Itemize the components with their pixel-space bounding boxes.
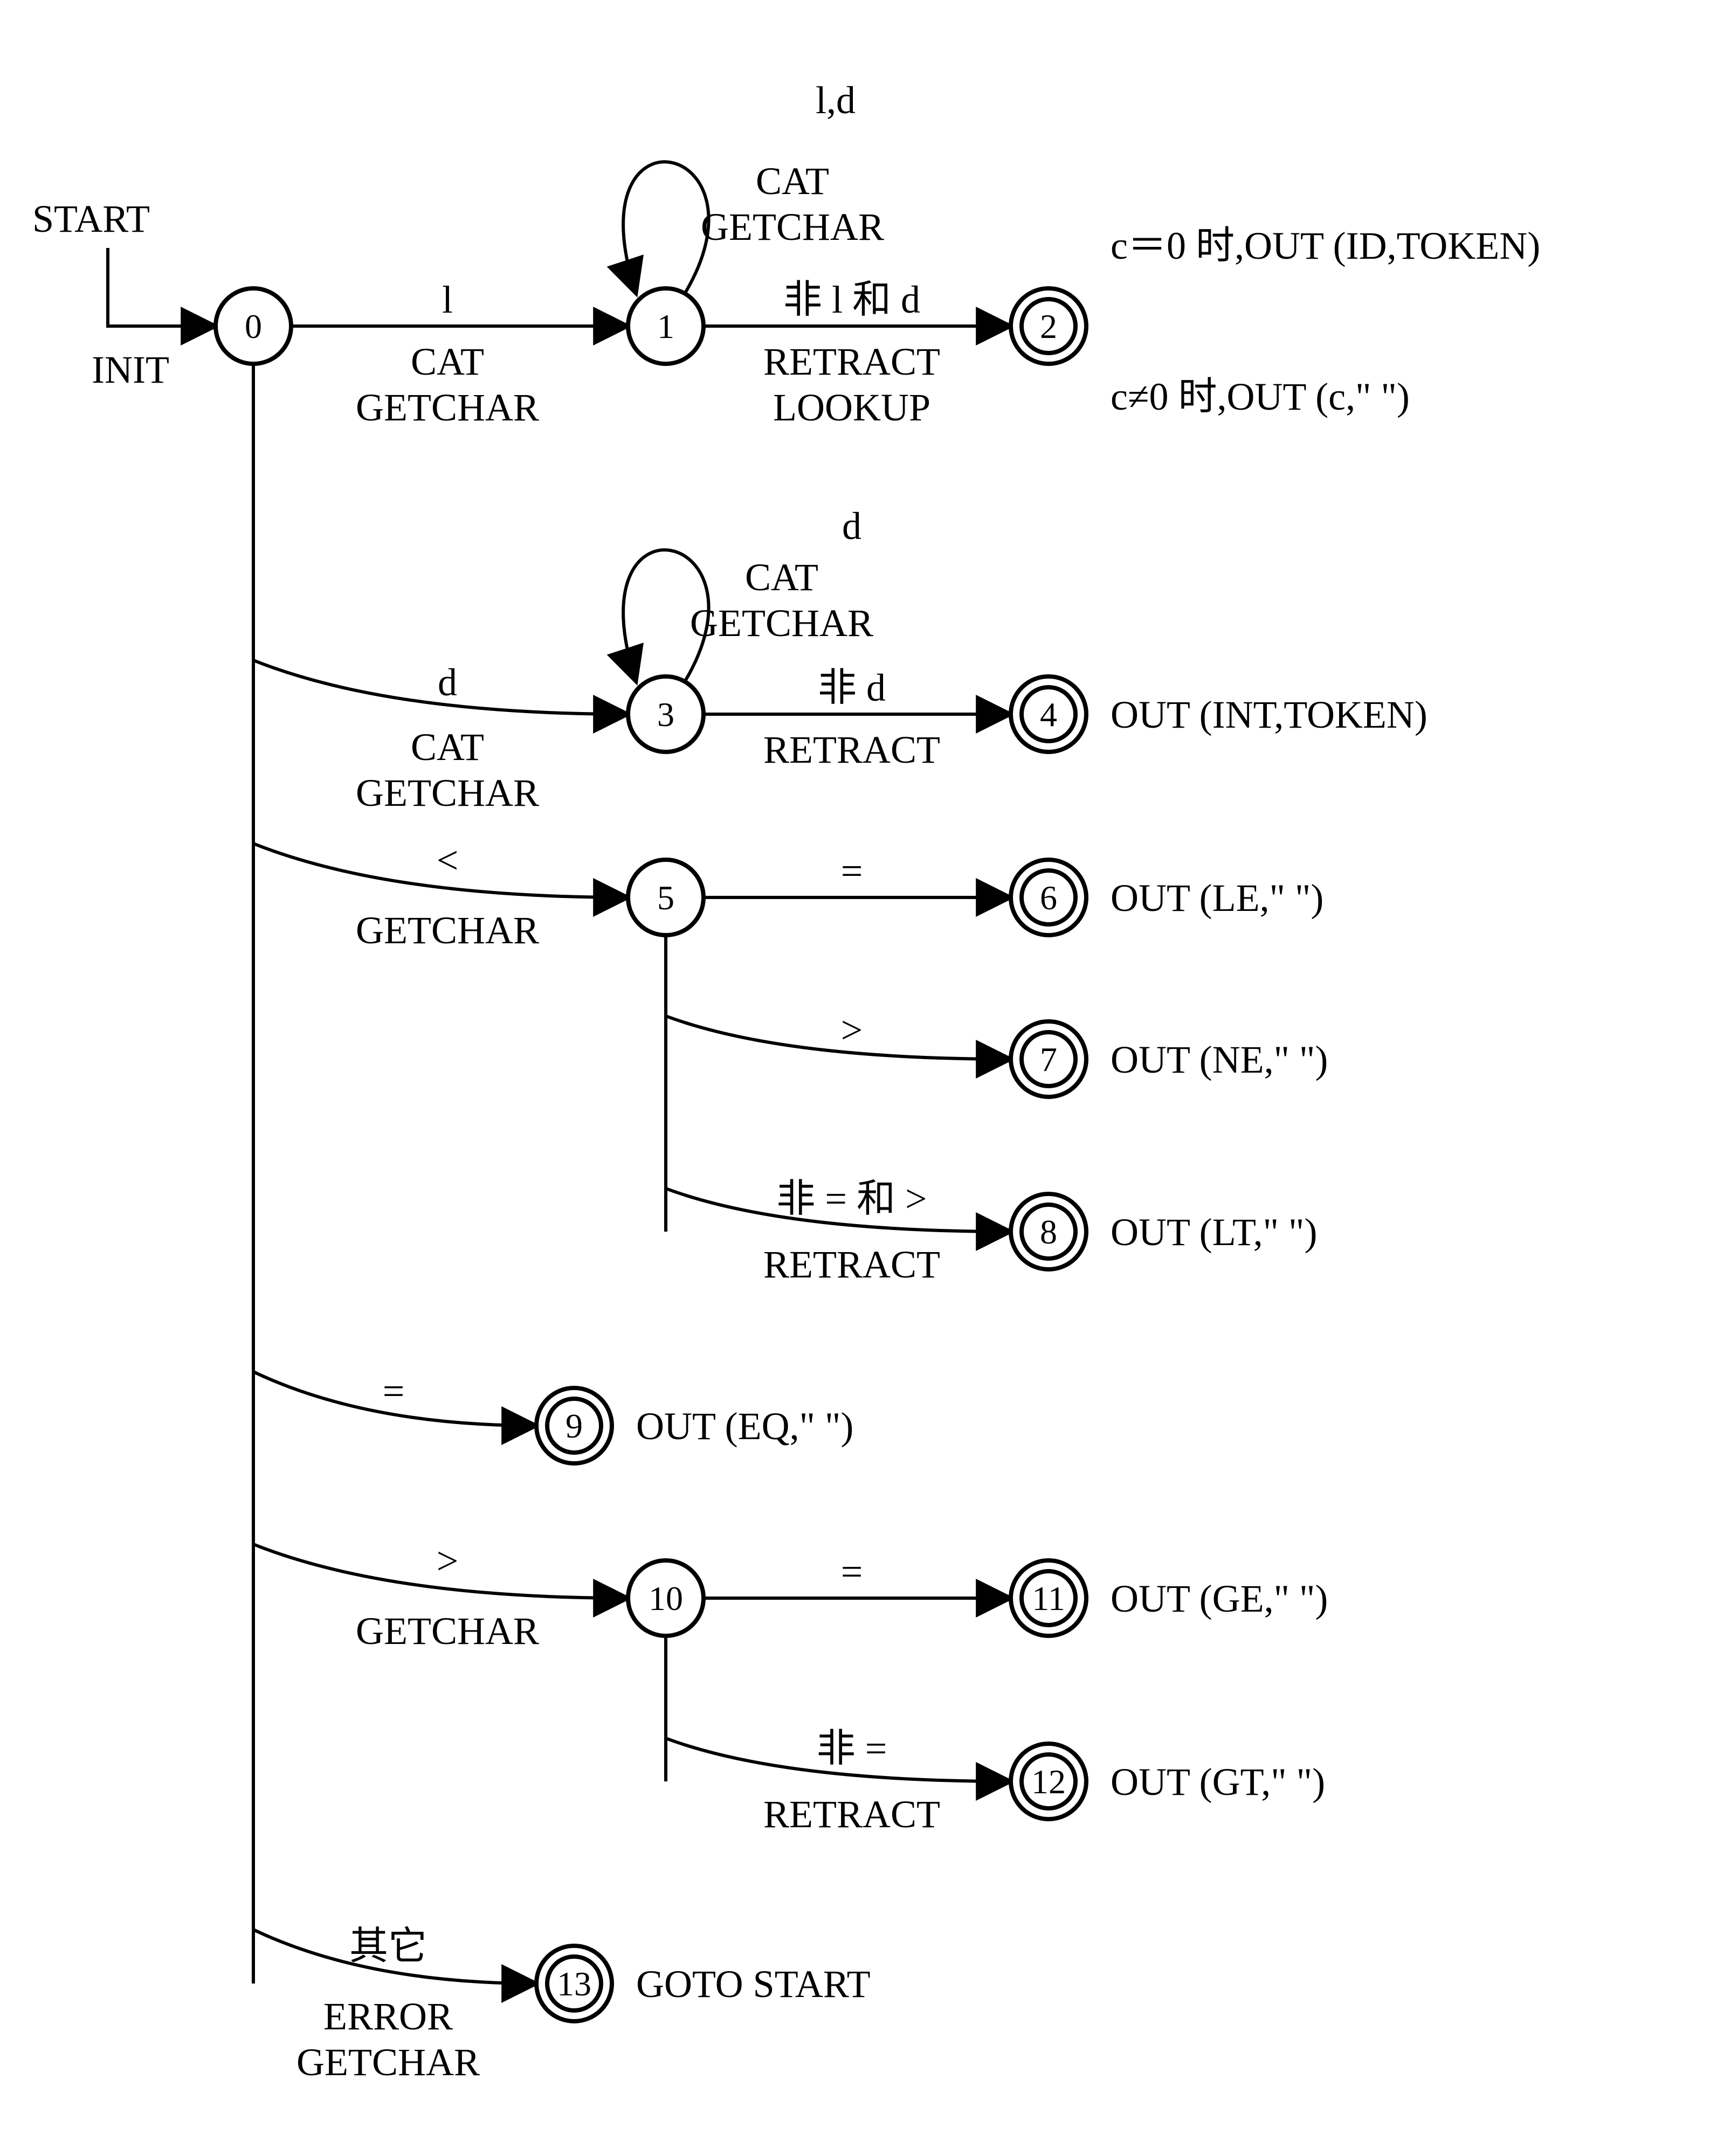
- edge-3-3-below-1: CAT: [745, 556, 818, 599]
- state-node-label-7: 7: [1040, 1040, 1057, 1079]
- state-node-2: 2: [1011, 288, 1086, 364]
- edge-0-1: l CAT GETCHAR: [291, 278, 628, 429]
- edge-1-1-below-2: GETCHAR: [701, 205, 884, 248]
- state-node-8: 8: [1011, 1194, 1086, 1269]
- edge-0-13-below-2: GETCHAR: [297, 2041, 480, 2084]
- edge-5-8-below: RETRACT: [763, 1243, 940, 1286]
- state-node-6: 6: [1011, 860, 1086, 935]
- state-node-5: 5: [628, 860, 704, 935]
- edge-0-13: 其它 ERROR GETCHAR: [253, 1925, 536, 2084]
- edge-0-3-below-1: CAT: [411, 725, 484, 769]
- edge-3-4-above: 非 d: [818, 666, 886, 709]
- edge-10-12: 非 = RETRACT: [666, 1727, 1011, 1836]
- edge-start-0: [108, 248, 216, 326]
- state-node-9: 9: [536, 1388, 612, 1463]
- edge-3-4-below: RETRACT: [763, 728, 940, 771]
- state-node-13: 13: [536, 1946, 612, 2021]
- state-node-label-11: 11: [1032, 1579, 1065, 1618]
- edge-1-2: 非 l 和 d RETRACT LOOKUP: [704, 278, 1011, 429]
- edge-0-13-below-1: ERROR: [323, 1995, 453, 2038]
- out-11: OUT (GE," "): [1111, 1577, 1328, 1620]
- edge-3-3-below-2: GETCHAR: [690, 602, 873, 645]
- edge-0-10: > GETCHAR: [253, 1539, 628, 1653]
- edge-0-13-above: 其它: [349, 1925, 427, 1968]
- edge-1-2-below-2: LOOKUP: [773, 386, 930, 429]
- start-marker: START INIT: [32, 197, 216, 391]
- out-7: OUT (NE," "): [1111, 1038, 1328, 1081]
- state-node-label-9: 9: [566, 1407, 583, 1445]
- out-13: GOTO START: [636, 1962, 871, 2006]
- edge-5-6-above: =: [841, 849, 863, 893]
- edge-10-12-above: 非 =: [817, 1727, 887, 1770]
- edge-0-5-above: <: [437, 839, 459, 882]
- start-label: START: [32, 197, 150, 240]
- edge-10-11: =: [704, 1550, 1011, 1598]
- state-node-7: 7: [1011, 1021, 1086, 1097]
- edge-0-1-above: l: [442, 278, 453, 321]
- edge-0-1-below-1: CAT: [411, 340, 484, 383]
- edge-3-3-above: d: [842, 505, 861, 548]
- state-node-11: 11: [1011, 1560, 1086, 1636]
- out-2a: c＝0 时,OUT (ID,TOKEN): [1111, 224, 1540, 267]
- edge-5-8: 非 = 和 > RETRACT: [666, 1177, 1011, 1286]
- out-9: OUT (EQ," "): [636, 1405, 853, 1448]
- state-node-label-1: 1: [657, 307, 674, 345]
- edge-0-1-below-2: GETCHAR: [356, 386, 539, 429]
- edge-5-7-above: >: [841, 1008, 863, 1052]
- edge-0-9: =: [253, 1370, 536, 1426]
- edge-1-1: l,d CAT GETCHAR: [623, 79, 884, 294]
- edge-3-3: d CAT GETCHAR: [623, 505, 873, 682]
- state-node-label-13: 13: [557, 1965, 591, 2003]
- state-node-label-6: 6: [1040, 879, 1057, 917]
- edge-5-8-above: 非 = 和 >: [776, 1177, 927, 1220]
- edge-0-5-below: GETCHAR: [356, 909, 539, 952]
- init-label: INIT: [92, 348, 169, 391]
- edge-0-9-above: =: [383, 1370, 405, 1413]
- out-2b: c≠0 时,OUT (c," "): [1111, 375, 1410, 418]
- state-node-10: 10: [628, 1560, 704, 1636]
- out-12: OUT (GT," "): [1111, 1760, 1325, 1803]
- edge-1-1-below-1: CAT: [756, 160, 829, 203]
- state-node-1: 1: [628, 288, 704, 364]
- edge-3-4: 非 d RETRACT: [704, 666, 1011, 771]
- out-8: OUT (LT," "): [1111, 1211, 1317, 1254]
- state-node-label-5: 5: [657, 879, 674, 917]
- edge-5-7: >: [666, 1008, 1011, 1059]
- edge-1-1-above: l,d: [816, 79, 856, 122]
- edge-5-6: =: [704, 849, 1011, 897]
- state-node-3: 3: [628, 676, 704, 752]
- state-node-label-4: 4: [1040, 695, 1057, 734]
- edge-10-12-below: RETRACT: [763, 1793, 940, 1836]
- out-6: OUT (LE," "): [1111, 876, 1323, 920]
- edge-0-10-below: GETCHAR: [356, 1609, 539, 1653]
- edge-1-2-below-1: RETRACT: [763, 340, 940, 383]
- edge-0-3-above: d: [438, 661, 457, 704]
- out-4: OUT (INT,TOKEN): [1111, 693, 1428, 736]
- state-node-label-3: 3: [657, 695, 674, 734]
- state-node-label-12: 12: [1031, 1763, 1066, 1801]
- state-node-12: 12: [1011, 1744, 1086, 1819]
- edge-0-10-above: >: [437, 1539, 459, 1583]
- edge-10-11-above: =: [841, 1550, 863, 1593]
- state-node-label-2: 2: [1040, 307, 1057, 345]
- edge-0-3: d CAT GETCHAR: [253, 660, 628, 814]
- state-node-0: 0: [216, 288, 291, 364]
- edge-0-5: < GETCHAR: [253, 839, 628, 952]
- state-node-label-8: 8: [1040, 1213, 1057, 1251]
- state-node-label-10: 10: [649, 1579, 683, 1618]
- state-node-4: 4: [1011, 676, 1086, 752]
- edge-0-3-below-2: GETCHAR: [356, 771, 539, 814]
- edge-1-2-above: 非 l 和 d: [783, 278, 920, 321]
- state-node-label-0: 0: [245, 307, 262, 345]
